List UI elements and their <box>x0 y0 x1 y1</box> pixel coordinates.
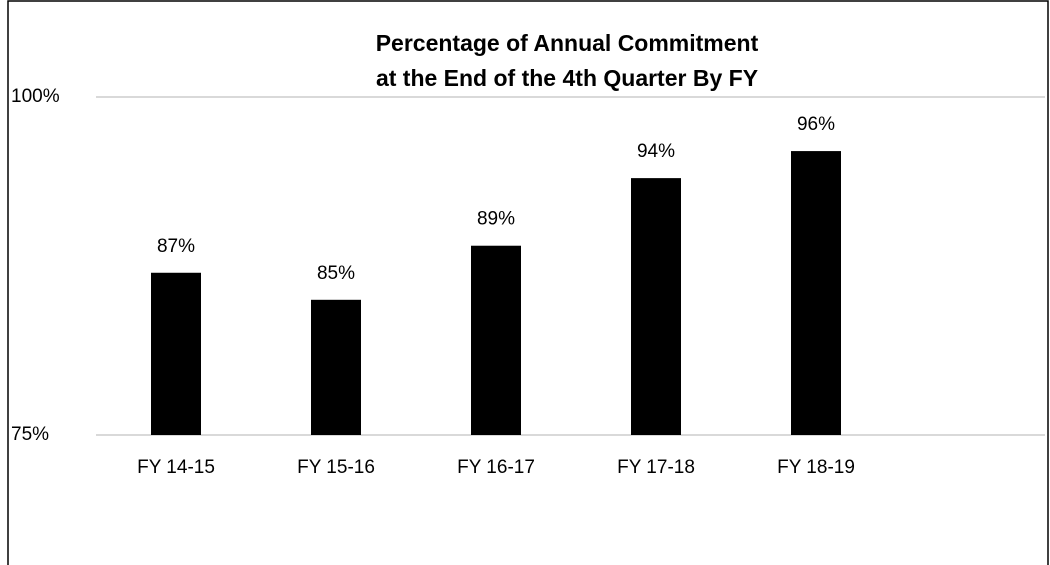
x-tick-label: FY 15-16 <box>297 457 375 478</box>
x-tick-label: FY 14-15 <box>137 457 215 478</box>
value-label: 85% <box>317 263 355 284</box>
chart-title: at the End of the 4th Quarter By FY <box>376 65 758 91</box>
bar <box>471 245 521 435</box>
value-label: 96% <box>797 114 835 135</box>
bar <box>791 151 841 435</box>
bar <box>631 178 681 435</box>
x-tick-label: FY 17-18 <box>617 457 695 478</box>
chart-title: Percentage of Annual Commitment <box>376 30 759 56</box>
bar <box>311 299 361 435</box>
value-label: 94% <box>637 141 675 162</box>
y-tick-label: 100% <box>11 86 60 107</box>
chart-border <box>7 0 1049 565</box>
value-label: 87% <box>157 236 195 257</box>
y-tick-label: 75% <box>11 424 49 445</box>
value-label: 89% <box>477 209 515 230</box>
bar <box>151 272 201 435</box>
x-tick-label: FY 16-17 <box>457 457 535 478</box>
x-tick-label: FY 18-19 <box>777 457 855 478</box>
